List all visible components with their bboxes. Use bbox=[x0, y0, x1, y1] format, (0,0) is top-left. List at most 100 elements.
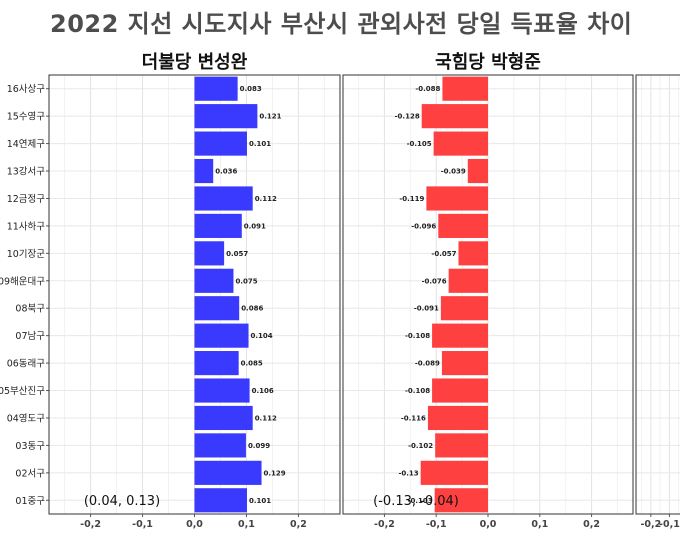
bar bbox=[433, 131, 488, 156]
x-tick-label: 0,1 bbox=[238, 519, 255, 530]
bar bbox=[194, 488, 247, 513]
data-label: 0.104 bbox=[251, 332, 273, 340]
bar bbox=[440, 296, 488, 321]
x-tick-label: 0,2 bbox=[583, 519, 600, 530]
bar bbox=[194, 131, 247, 156]
bar bbox=[194, 433, 246, 458]
bar bbox=[458, 241, 488, 266]
bar bbox=[194, 213, 242, 238]
bar bbox=[194, 296, 240, 321]
x-tick-label: -0,2 bbox=[640, 519, 661, 530]
bar bbox=[194, 104, 258, 129]
data-label: -0.128 bbox=[395, 113, 420, 121]
category-label: 07남구 bbox=[15, 331, 45, 342]
x-tick-label: 0,0 bbox=[186, 519, 203, 530]
data-label: 0.075 bbox=[235, 277, 257, 285]
bar bbox=[194, 186, 253, 211]
data-label: -0.105 bbox=[407, 140, 432, 148]
bar bbox=[194, 76, 238, 101]
category-label: 04영도구 bbox=[7, 413, 46, 424]
bar bbox=[432, 323, 488, 348]
bar bbox=[426, 186, 488, 211]
data-label: -0.116 bbox=[401, 414, 426, 422]
x-tick-label: -0,1 bbox=[659, 519, 680, 530]
bar bbox=[427, 405, 488, 431]
data-label: 0.036 bbox=[215, 168, 237, 176]
panel-border-3 bbox=[635, 74, 680, 515]
bar bbox=[420, 460, 488, 485]
data-label: 0.099 bbox=[248, 442, 270, 450]
data-label: -0.102 bbox=[408, 442, 433, 450]
data-label: -0.103 bbox=[408, 497, 433, 505]
data-label: 0.101 bbox=[249, 497, 271, 505]
category-label: 12금정구 bbox=[7, 194, 46, 205]
category-label: 03동구 bbox=[15, 441, 45, 452]
data-label: 0.083 bbox=[240, 85, 262, 93]
x-tick-label: -0,2 bbox=[80, 519, 101, 530]
category-label: 09해운대구 bbox=[0, 275, 45, 287]
range-annotation: (0.04, 0.13) bbox=[84, 494, 160, 509]
x-tick-label: 0,0 bbox=[480, 519, 497, 530]
data-label: -0.119 bbox=[399, 195, 424, 203]
bar bbox=[467, 158, 488, 184]
category-label: 01중구 bbox=[15, 496, 45, 507]
bar bbox=[434, 488, 488, 513]
bar bbox=[421, 104, 488, 129]
bar bbox=[194, 268, 234, 293]
x-tick-label: 0,2 bbox=[290, 519, 307, 530]
category-label: 13강서구 bbox=[7, 167, 46, 178]
panel-background-3 bbox=[636, 75, 680, 514]
data-label: 0.085 bbox=[241, 360, 263, 368]
data-label: 0.086 bbox=[241, 305, 263, 313]
x-tick-label: -0,1 bbox=[132, 519, 153, 530]
bar bbox=[194, 241, 225, 266]
range-annotation: (-0.13, -0.04) bbox=[373, 494, 459, 509]
bar bbox=[194, 323, 249, 348]
data-label: -0.108 bbox=[405, 387, 430, 395]
bar bbox=[194, 158, 214, 184]
data-label: -0.076 bbox=[422, 277, 447, 285]
category-label: 14연제구 bbox=[7, 139, 46, 150]
category-label: 16사상구 bbox=[7, 84, 46, 95]
data-label: 0.112 bbox=[255, 195, 277, 203]
bar bbox=[194, 351, 239, 376]
data-label: -0.057 bbox=[431, 250, 456, 258]
category-label: 15수영구 bbox=[7, 112, 46, 123]
chart-title: 2022 지선 시도지사 부산시 관외사전 당일 득표율 차이 bbox=[50, 10, 633, 38]
data-label: -0.108 bbox=[405, 332, 430, 340]
bar bbox=[194, 378, 250, 403]
bar bbox=[194, 460, 262, 485]
data-label: -0.13 bbox=[398, 469, 418, 477]
data-label: -0.096 bbox=[411, 222, 436, 230]
data-label: 0.101 bbox=[249, 140, 271, 148]
x-tick-label: -0,2 bbox=[374, 519, 395, 530]
data-label: 0.121 bbox=[259, 113, 281, 121]
category-label: 11사하구 bbox=[7, 220, 46, 232]
data-label: -0.091 bbox=[414, 305, 439, 313]
data-label: 0.129 bbox=[264, 469, 286, 477]
category-label: 02서구 bbox=[15, 468, 45, 479]
bar bbox=[448, 268, 488, 293]
data-label: -0.088 bbox=[415, 85, 440, 93]
data-label: -0.089 bbox=[415, 360, 440, 368]
panel-title: 더불당 변성완 bbox=[142, 52, 248, 73]
panel-title: 국힘당 박형준 bbox=[435, 52, 541, 73]
bar bbox=[441, 351, 488, 376]
data-label: 0.106 bbox=[252, 387, 274, 395]
data-label: 0.057 bbox=[226, 250, 248, 258]
x-tick-label: -0,1 bbox=[426, 519, 447, 530]
category-label: 10기장군 bbox=[7, 249, 46, 260]
data-label: -0.039 bbox=[441, 168, 466, 176]
category-label: 05부산진구 bbox=[0, 386, 45, 397]
bar bbox=[438, 213, 488, 238]
bar bbox=[194, 405, 253, 431]
bar bbox=[432, 378, 488, 403]
data-label: 0.091 bbox=[244, 222, 266, 230]
category-label: 06동래구 bbox=[7, 359, 46, 370]
x-tick-label: 0,1 bbox=[531, 519, 548, 530]
data-label: 0.112 bbox=[255, 414, 277, 422]
bar bbox=[442, 76, 488, 101]
bar bbox=[435, 433, 488, 458]
category-label: 08북구 bbox=[15, 304, 45, 315]
